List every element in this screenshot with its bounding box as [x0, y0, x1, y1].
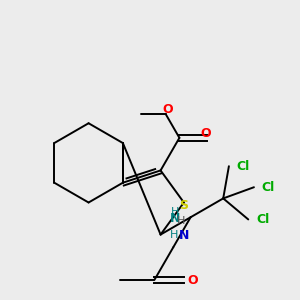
Text: O: O [201, 128, 212, 140]
Text: Cl: Cl [237, 160, 250, 173]
Text: Cl: Cl [262, 181, 275, 194]
Text: O: O [187, 274, 198, 287]
Text: S: S [179, 199, 188, 212]
Text: O: O [162, 103, 173, 116]
Text: N: N [179, 229, 189, 242]
Text: Cl: Cl [256, 213, 269, 226]
Text: H: H [170, 207, 179, 217]
Text: H: H [176, 216, 185, 226]
Text: H: H [170, 230, 178, 240]
Text: N: N [169, 212, 180, 226]
